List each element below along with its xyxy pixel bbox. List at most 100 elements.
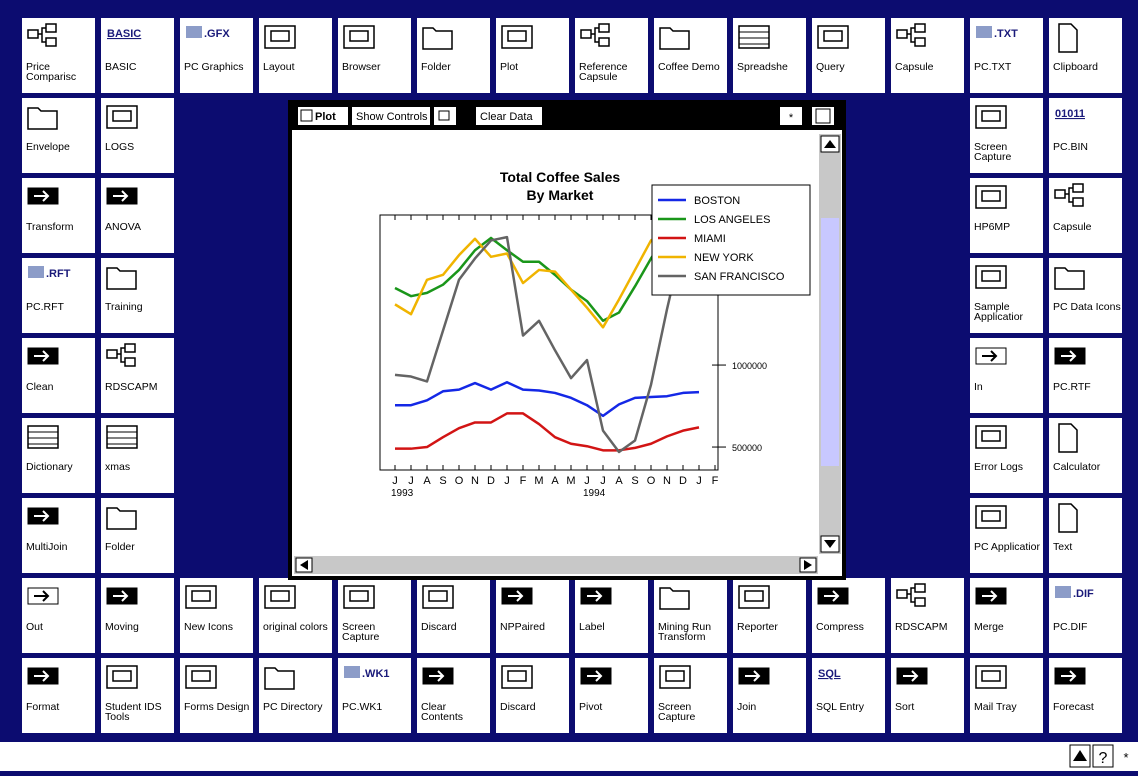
- link-icon: [591, 27, 599, 43]
- app-icon[interactable]: Query: [812, 18, 885, 93]
- app-icon[interactable]: BASIC BASIC: [101, 18, 174, 93]
- app-icon[interactable]: HP6MP: [970, 178, 1043, 253]
- icon-label: PC Graphics: [184, 61, 244, 73]
- app-icon[interactable]: Browser: [338, 18, 411, 93]
- app-icon[interactable]: Mail Tray: [970, 658, 1043, 733]
- x-tick-label: S: [439, 475, 446, 487]
- app-icon[interactable]: In: [970, 338, 1043, 413]
- link-icon: [117, 347, 125, 363]
- x-tick-label: D: [487, 475, 495, 487]
- app-icon[interactable]: Envelope: [22, 98, 95, 173]
- icon-graphic: [106, 187, 138, 205]
- app-icon[interactable]: Reporter: [733, 578, 806, 653]
- app-icon[interactable]: Capsule: [891, 18, 964, 93]
- app-icon[interactable]: Text: [1049, 498, 1122, 573]
- app-icon[interactable]: PC Data Icons: [1049, 258, 1122, 333]
- icon-graphic: [106, 105, 138, 129]
- app-icon[interactable]: LOGS: [101, 98, 174, 173]
- app-icon[interactable]: Screen Capture: [654, 658, 727, 733]
- app-icon[interactable]: Discard: [417, 578, 490, 653]
- options-button[interactable]: [780, 107, 802, 125]
- icon-label: Forms Design: [184, 701, 250, 713]
- app-icon[interactable]: SQL SQL Entry: [812, 658, 885, 733]
- app-icon[interactable]: Forecast: [1049, 658, 1122, 733]
- app-icon[interactable]: Price Comparisc: [22, 18, 95, 93]
- app-icon[interactable]: RDSCAPM: [101, 338, 174, 413]
- icon-graphic: [1058, 423, 1078, 453]
- app-icon[interactable]: Plot: [496, 18, 569, 93]
- app-icon[interactable]: Calculator: [1049, 418, 1122, 493]
- app-icon[interactable]: Folder: [101, 498, 174, 573]
- app-icon[interactable]: Transform: [22, 178, 95, 253]
- app-icon[interactable]: RDSCAPM: [891, 578, 964, 653]
- app-icon[interactable]: Folder: [417, 18, 490, 93]
- node-icon: [124, 357, 136, 367]
- icon-label: PC.WK1: [342, 701, 383, 713]
- app-icon[interactable]: PC Directory: [259, 658, 332, 733]
- app-icon[interactable]: Compress: [812, 578, 885, 653]
- app-icon[interactable]: Student IDS Tools: [101, 658, 174, 733]
- app-icon[interactable]: Join: [733, 658, 806, 733]
- app-icon[interactable]: PC Applicatior: [970, 498, 1043, 573]
- icon-graphic: [343, 25, 375, 49]
- icon-label: Reporter: [737, 621, 778, 633]
- help-button[interactable]: [1092, 744, 1114, 768]
- app-icon[interactable]: PC.RTF: [1049, 338, 1122, 413]
- app-icon[interactable]: Training: [101, 258, 174, 333]
- app-icon[interactable]: Clipboard: [1049, 18, 1122, 93]
- window-icon: [501, 25, 533, 49]
- app-icon[interactable]: Spreadshe: [733, 18, 806, 93]
- folder-icon: [106, 507, 137, 530]
- app-icon[interactable]: Discard: [496, 658, 569, 733]
- app-icon[interactable]: .RFT PC.RFT: [22, 258, 95, 333]
- arrow-icon: [34, 670, 50, 682]
- app-icon[interactable]: Dictionary: [22, 418, 95, 493]
- scroll-thumb[interactable]: [821, 218, 839, 466]
- show-controls-button[interactable]: [352, 107, 430, 125]
- x-year-label: 1993: [391, 488, 414, 499]
- app-icon[interactable]: .GFX PC Graphics: [180, 18, 253, 93]
- series-line: [394, 217, 700, 329]
- app-icon[interactable]: Screen Capture: [338, 578, 411, 653]
- app-icon[interactable]: Sort: [891, 658, 964, 733]
- app-icon[interactable]: Clean: [22, 338, 95, 413]
- app-icon[interactable]: .TXT PC.TXT: [970, 18, 1043, 93]
- app-icon[interactable]: original colors: [259, 578, 332, 653]
- app-icon[interactable]: Format: [22, 658, 95, 733]
- app-icon[interactable]: Merge: [970, 578, 1043, 653]
- settings-icon[interactable]: *: [1123, 750, 1128, 765]
- node-icon: [598, 23, 610, 33]
- app-icon[interactable]: ANOVA: [101, 178, 174, 253]
- app-icon[interactable]: Clear Contents: [417, 658, 490, 733]
- app-icon[interactable]: NPPaired: [496, 578, 569, 653]
- icon-graphic: .WK1: [344, 666, 390, 680]
- app-icon[interactable]: New Icons: [180, 578, 253, 653]
- app-icon[interactable]: Out: [22, 578, 95, 653]
- clear-data-button[interactable]: [476, 107, 542, 125]
- horizontal-scrollbar[interactable]: [294, 556, 818, 574]
- app-icon[interactable]: Sample Applicatior: [970, 258, 1043, 333]
- app-icon[interactable]: Reference Capsule: [575, 18, 648, 93]
- arrow-box: [27, 587, 59, 605]
- maximize-button[interactable]: [812, 107, 834, 125]
- window-icon: [975, 505, 1007, 529]
- app-icon[interactable]: Moving: [101, 578, 174, 653]
- app-icon[interactable]: Screen Capture: [970, 98, 1043, 173]
- app-icon[interactable]: Error Logs: [970, 418, 1043, 493]
- app-icon[interactable]: .WK1 PC.WK1: [338, 658, 411, 733]
- app-icon[interactable]: Capsule: [1049, 178, 1122, 253]
- node-icon: [914, 37, 926, 47]
- app-icon[interactable]: .DIF PC.DIF: [1049, 578, 1122, 653]
- app-icon[interactable]: Layout: [259, 18, 332, 93]
- app-icon[interactable]: Pivot: [575, 658, 648, 733]
- app-icon[interactable]: Label: [575, 578, 648, 653]
- chart-title: Total Coffee Sales: [500, 169, 621, 185]
- app-icon[interactable]: 01011 PC.BIN: [1049, 98, 1122, 173]
- app-icon[interactable]: Coffee Demo: [654, 18, 727, 93]
- doc-icon: [1058, 503, 1078, 533]
- app-icon[interactable]: MultiJoin: [22, 498, 95, 573]
- copy-button[interactable]: [434, 107, 456, 125]
- app-icon[interactable]: Forms Design: [180, 658, 253, 733]
- app-icon[interactable]: xmas: [101, 418, 174, 493]
- app-icon[interactable]: Mining Run Transform: [654, 578, 727, 653]
